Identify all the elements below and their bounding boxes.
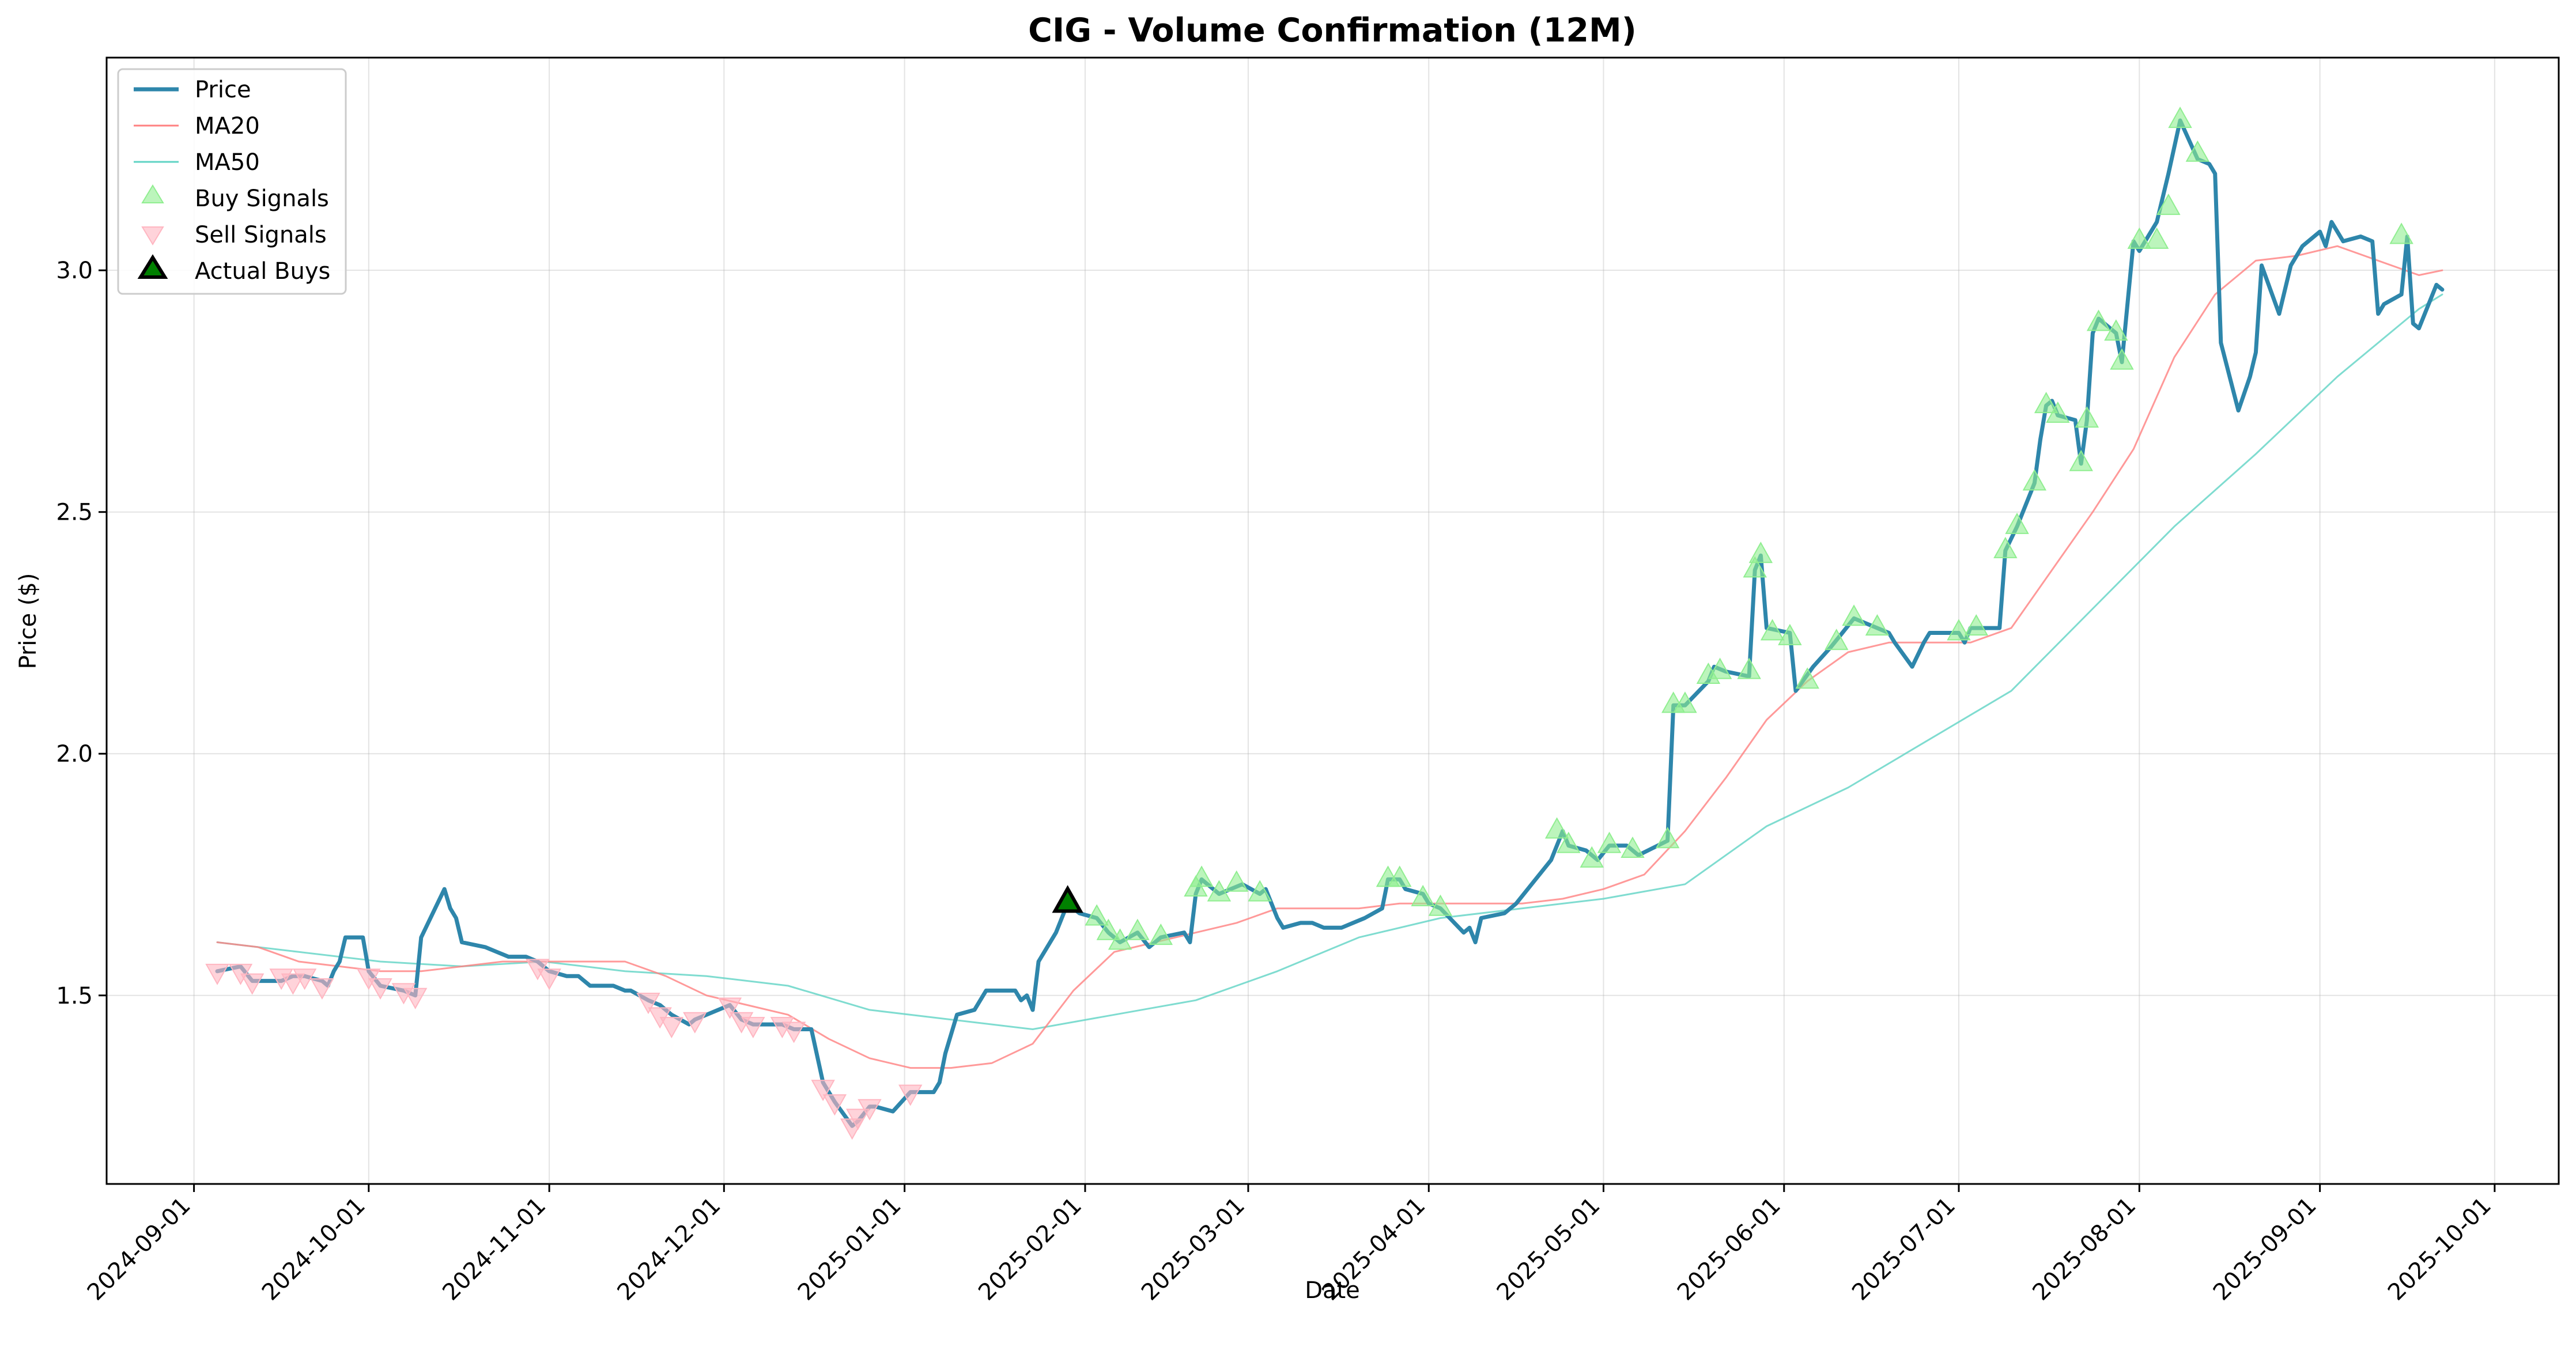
buy-signal-marker	[1544, 817, 1569, 839]
y-tick-label: 2.5	[56, 500, 93, 526]
buy-signal-marker	[2127, 227, 2152, 249]
y-tick-label: 2.0	[56, 741, 93, 767]
buy-signal-marker	[2156, 194, 2181, 215]
buy-signal-marker	[1225, 870, 1249, 892]
buy-signal-marker	[1964, 614, 1989, 636]
buy-signal-marker	[1655, 827, 1680, 849]
x-axis-label: Date	[1305, 1277, 1360, 1304]
buy-signal-marker	[1795, 667, 1819, 689]
sell-signal-marker	[811, 1080, 835, 1102]
y-tick-label: 1.5	[56, 983, 93, 1009]
sell-signal-marker	[822, 1094, 847, 1116]
sell-signal-marker	[683, 1012, 707, 1034]
legend-sell-signal-marker	[141, 226, 164, 245]
legend-actual-buy-marker	[137, 254, 168, 279]
buy-signal-marker	[1085, 904, 1109, 926]
buy-signal-marker	[1673, 691, 1697, 713]
y-axis-label: Price ($)	[15, 573, 41, 669]
buy-signal-marker	[1993, 536, 2018, 558]
buy-signal-marker	[1248, 880, 1272, 902]
buy-signal-marker	[2034, 392, 2058, 414]
sell-signal-marker	[205, 963, 229, 985]
sell-signal-marker	[310, 978, 334, 1000]
buy-signal-marker	[1597, 831, 1622, 853]
sell-signal-marker	[741, 1017, 765, 1039]
buy-signal-marker	[2005, 512, 2029, 534]
buy-signal-marker	[1947, 619, 1971, 641]
buy-signal-marker	[1207, 880, 1232, 902]
buy-signal-marker	[1388, 865, 1412, 887]
sell-signal-marker	[403, 987, 428, 1009]
sell-signal-marker	[898, 1084, 923, 1106]
actual-buy-marker	[1052, 885, 1083, 913]
legend-actual-buy-label: Actual Buys	[195, 258, 330, 285]
buy-signal-marker	[1743, 556, 1767, 578]
buy-signal-marker	[2185, 140, 2210, 162]
plot-frame	[105, 56, 2560, 1185]
buy-signal-marker	[2022, 469, 2047, 491]
buy-signal-marker	[1108, 928, 1132, 950]
buy-signal-marker	[1189, 865, 1214, 887]
sell-signal-marker	[717, 997, 742, 1019]
ma50-line	[216, 293, 2443, 1030]
sell-signal-marker	[292, 968, 317, 990]
legend-price-label: Price	[195, 77, 251, 103]
buy-signal-marker	[2069, 449, 2093, 471]
buy-signal-marker	[2389, 222, 2413, 244]
buy-signal-marker	[2046, 401, 2070, 423]
buy-signal-marker	[1748, 542, 1773, 563]
buy-signal-marker	[1825, 629, 1849, 650]
signal-markers	[205, 107, 2413, 1140]
sell-signal-marker	[368, 978, 392, 1000]
sell-signal-marker	[659, 1017, 684, 1039]
buy-signal-marker	[1865, 614, 1890, 636]
buy-signal-marker	[1428, 894, 1453, 916]
sell-signal-marker	[858, 1099, 882, 1121]
sell-signal-marker	[281, 973, 305, 995]
buy-signal-marker	[2104, 319, 2128, 341]
buy-signal-marker	[1125, 918, 1150, 940]
legend: Price MA20 MA50 Buy Signals Sell Signals…	[117, 68, 347, 295]
sell-signal-marker	[537, 968, 561, 990]
sell-signal-marker	[636, 993, 660, 1015]
buy-signal-marker	[1760, 619, 1785, 641]
buy-signal-marker	[1096, 918, 1121, 940]
buy-signal-marker	[1557, 831, 1581, 853]
legend-buy-signal-marker	[141, 184, 164, 203]
chart-title: CIG - Volume Confirmation (12M)	[1028, 12, 1637, 50]
sell-signal-marker	[846, 1108, 870, 1130]
buy-signal-marker	[1149, 924, 1173, 945]
legend-sell-signal-label: Sell Signals	[195, 222, 327, 248]
buy-signal-marker	[2144, 227, 2169, 249]
buy-signal-marker	[1708, 657, 1732, 679]
legend-ma20-label: MA20	[195, 113, 260, 139]
legend-buy-signal-label: Buy Signals	[195, 186, 329, 212]
buy-signal-marker	[2086, 309, 2111, 331]
buy-signal-marker	[1778, 623, 1802, 645]
sell-signal-marker	[240, 973, 265, 995]
buy-signal-marker	[1842, 604, 1866, 626]
legend-ma50-label: MA50	[195, 149, 260, 176]
ma20-line	[216, 245, 2443, 1069]
buy-signal-marker	[2168, 107, 2192, 128]
y-tick-label: 3.0	[56, 258, 93, 284]
sell-signal-marker	[781, 1021, 806, 1043]
buy-signal-marker	[1580, 846, 1604, 868]
buy-signal-marker	[1621, 837, 1645, 858]
buy-signal-marker	[2110, 348, 2134, 370]
buy-signal-marker	[1737, 657, 1761, 679]
buy-signal-marker	[2075, 406, 2099, 428]
buy-signal-marker	[1411, 884, 1435, 906]
